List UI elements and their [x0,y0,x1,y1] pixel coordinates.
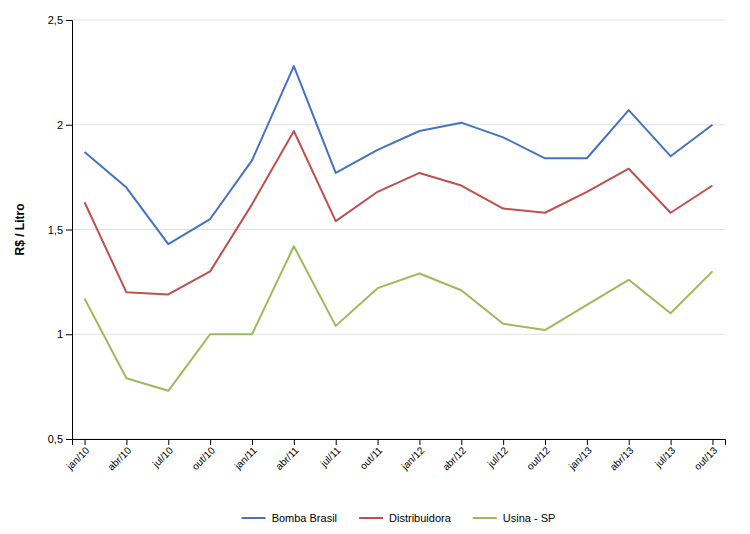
x-tick: jul/13 [652,439,678,470]
x-tick-mark [461,439,462,445]
x-axis-line [73,440,726,446]
x-tick-mark [712,439,713,445]
x-tick-label: jan/12 [399,444,427,472]
x-tick-mark [503,439,504,445]
y-tick: 1 [57,328,72,340]
legend-item: Distribuidora [359,512,452,524]
y-tick: 2 [57,119,72,131]
x-tick-label: jan/13 [566,444,594,472]
plot: 0,511,522,5jan/10abr/10jul/10out/10jan/1… [48,14,726,472]
legend-swatch [359,517,383,519]
y-tick-mark [66,439,72,440]
x-axis: jan/10 abr/10 jul/10 out/10 jan/11 abr/11 jul/… [64,439,726,472]
x-tick-label: out/10 [190,444,218,472]
x-tick: abr/10 [105,439,133,472]
y-axis: 0,5 1 1,5 2 2,5 [48,14,73,445]
series-line [85,131,713,294]
x-tick-label: abr/10 [105,444,133,472]
grid-line [72,20,725,21]
legend-label: Bomba Brasil [272,512,337,524]
x-tick-mark [85,439,86,445]
x-tick-label: abr/11 [273,444,301,472]
x-tick: out/10 [190,439,218,472]
x-tick: abr/12 [440,439,468,472]
chart: 0,511,522,5jan/10abr/10jul/10out/10jan/1… [0,0,750,534]
x-tick-mark [378,439,379,445]
grid [72,20,725,439]
series-group [85,66,713,391]
legend-label: Usina - SP [503,512,556,524]
y-tick-mark [66,125,72,126]
x-tick-label: out/12 [524,444,552,472]
x-tick: jul/11 [318,439,343,470]
x-tick-label: jul/13 [652,444,678,470]
x-tick: out/11 [358,439,385,472]
x-tick-mark [168,439,169,445]
y-tick: 1,5 [48,224,72,236]
x-tick-label: jul/11 [318,444,343,469]
x-tick-label: out/13 [692,444,720,472]
legend: Bomba Brasil Distribuidora Usina - SP [242,512,556,524]
y-tick: 0,5 [48,433,72,445]
x-tick: jan/11 [232,439,260,472]
legend-item: Bomba Brasil [242,512,337,524]
x-tick-label: abr/12 [440,444,468,472]
grid-line [72,334,725,335]
legend-label: Distribuidora [389,512,452,524]
x-tick-label: jan/11 [232,444,260,472]
series-line [85,246,713,391]
y-tick-label: 1 [57,328,63,340]
x-tick-label: abr/13 [608,444,636,472]
legend-swatch [242,517,266,519]
y-axis-line [66,21,73,440]
x-tick-label: jul/12 [485,444,511,470]
y-tick-mark [66,334,72,335]
x-tick-mark [419,439,420,445]
y-tick-label: 2 [57,119,63,131]
x-tick: out/13 [692,439,720,472]
x-tick-mark [252,439,253,445]
y-tick-label: 2,5 [48,14,63,26]
x-tick-mark [545,439,546,445]
x-tick-mark [210,439,211,445]
grid-line [72,124,725,125]
grid-line [72,229,725,230]
x-tick-mark [671,439,672,445]
x-tick-mark [587,439,588,445]
x-tick-mark [629,439,630,445]
x-tick: jul/12 [485,439,511,470]
x-tick: jul/10 [150,439,176,470]
x-tick-label: jul/10 [150,444,176,470]
legend-swatch [473,517,497,519]
series-line [85,66,713,244]
x-tick-label: jan/10 [64,444,92,472]
x-tick-mark [336,439,337,445]
y-tick-label: 0,5 [48,433,63,445]
x-tick: jan/10 [64,439,92,472]
legend-item: Usina - SP [473,512,556,524]
x-tick-mark [294,439,295,445]
y-tick-mark [66,20,72,21]
x-tick-label: out/11 [358,444,385,471]
x-tick: abr/13 [608,439,636,472]
y-tick-mark [66,230,72,231]
x-tick: jan/13 [566,439,594,472]
y-axis-title: R$ / Litro [13,203,27,255]
x-tick: jan/12 [399,439,427,472]
x-tick: out/12 [524,439,552,472]
x-tick: abr/11 [273,439,301,472]
y-tick: 2,5 [48,14,72,26]
y-tick-label: 1,5 [48,224,63,236]
x-tick-mark [126,439,127,445]
